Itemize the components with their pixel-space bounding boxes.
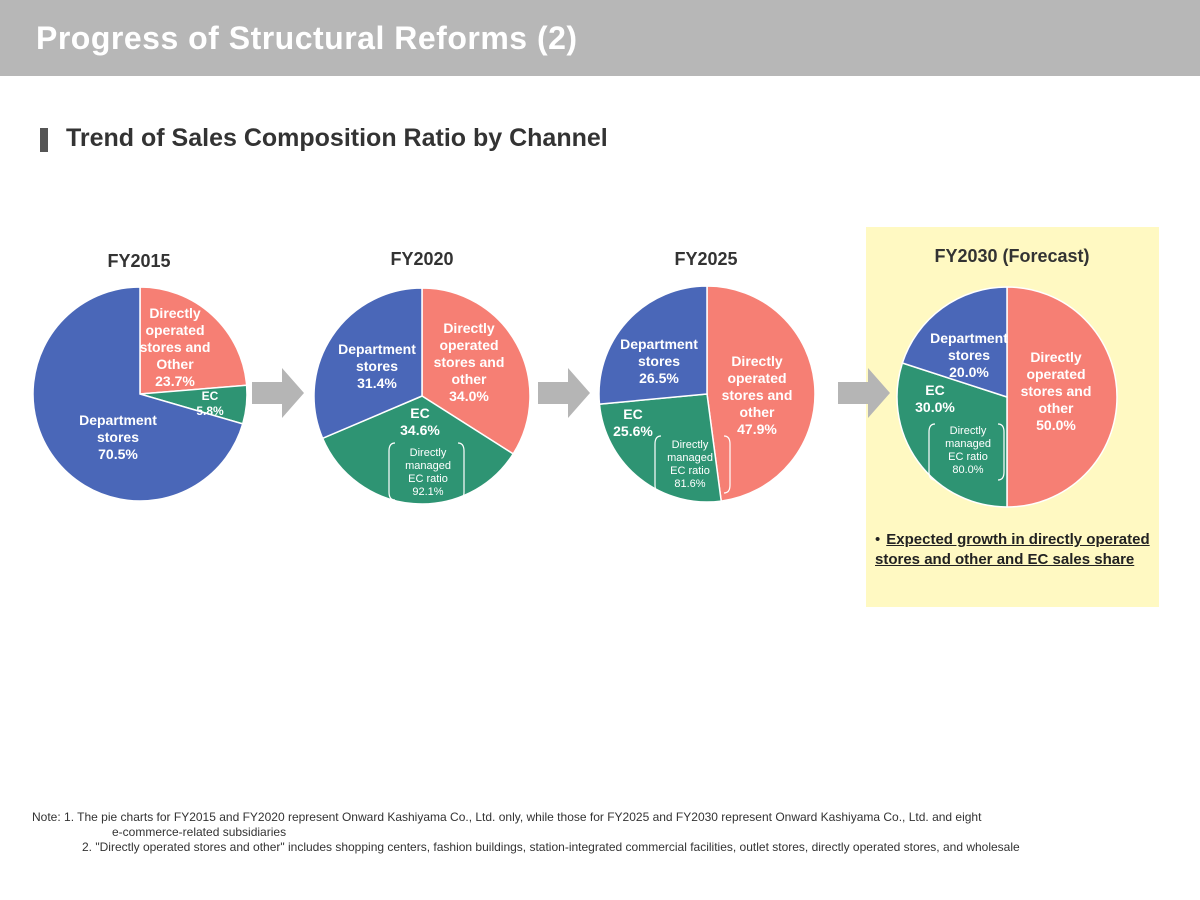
section-marker — [40, 128, 48, 152]
forecast-bullet-text: Expected growth in directly operated sto… — [875, 531, 1150, 568]
note-bracket-left-2 — [654, 435, 662, 494]
pie-title-fy2015: FY2015 — [107, 251, 171, 271]
footnotes: Note: 1. The pie charts for FY2015 and F… — [32, 810, 1182, 855]
note-1-prefix: Note: 1. — [32, 810, 75, 824]
pie-slice-ec-2 — [598, 393, 723, 503]
pie-slice-directly-2 — [706, 285, 816, 502]
pie-label-ec-3: EC 30.0% — [915, 382, 955, 415]
pie-slice-ec-1 — [321, 395, 515, 505]
note-bracket-right-3 — [997, 423, 1005, 481]
page-title: Progress of Structural Reforms (2) — [36, 20, 578, 56]
pie-slice-directly-3 — [1006, 286, 1118, 508]
pie-note-2: Directly managed EC ratio 81.6% — [667, 439, 713, 490]
pie-slice-directly-0 — [139, 286, 248, 395]
note-bracket-left-1 — [388, 442, 396, 501]
note-bracket-right-2 — [723, 435, 731, 494]
pie-title-fy2030: FY2030 (Forecast) — [934, 246, 1090, 266]
pie-slice-department-1 — [313, 287, 423, 440]
title-bar: Progress of Structural Reforms (2) — [0, 0, 1200, 76]
note-2: 2. "Directly operated stores and other" … — [32, 840, 1182, 855]
note-2-prefix: 2. — [82, 840, 93, 854]
pie-label-directly-1: Directly operated stores and other 34.0% — [434, 320, 505, 404]
note-bracket-left-3 — [928, 423, 936, 481]
pie-label-department-1: Department stores 31.4% — [338, 341, 416, 391]
pie-label-directly-2: Directly operated stores and other 47.9% — [722, 353, 793, 437]
pie-label-department-0: Department stores 70.5% — [79, 412, 157, 462]
note-bracket-right-1 — [457, 442, 465, 501]
pie-note-1: Directly managed EC ratio 92.1% — [405, 447, 451, 498]
pie-slice-department-2 — [598, 285, 708, 405]
arrow-0 — [252, 368, 304, 418]
pie-label-ec-1: EC 34.6% — [400, 405, 440, 438]
pie-label-department-2: Department stores 26.5% — [620, 336, 698, 386]
note-1-text: The pie charts for FY2015 and FY2020 rep… — [77, 810, 982, 824]
pie-slice-ec-3 — [896, 362, 1008, 508]
pie-label-ec-2: EC 25.6% — [613, 406, 653, 439]
bullet-dot: • — [875, 531, 881, 548]
forecast-bullet: • Expected growth in directly operated st… — [875, 530, 1155, 570]
pie-slice-department-3 — [901, 286, 1008, 399]
section-title: Trend of Sales Composition Ratio by Chan… — [66, 124, 608, 152]
note-2-text: "Directly operated stores and other" inc… — [95, 840, 1020, 854]
pie-label-ec-0: EC 5.8% — [196, 389, 224, 418]
note-1: Note: 1. The pie charts for FY2015 and F… — [32, 810, 1182, 825]
pie-title-fy2025: FY2025 — [674, 249, 738, 269]
arrow-2 — [838, 368, 890, 418]
note-1-continued: e-commerce-related subsidiaries — [112, 825, 287, 839]
pie-label-department-3: Department stores 20.0% — [930, 330, 1008, 380]
pie-label-directly-3: Directly operated stores and other 50.0% — [1021, 349, 1092, 433]
pie-label-directly-0: Directly operated stores and Other 23.7% — [140, 305, 211, 389]
arrow-1 — [538, 368, 590, 418]
pie-note-3: Directly managed EC ratio 80.0% — [945, 425, 991, 476]
pie-title-fy2020: FY2020 — [390, 249, 454, 269]
pie-slice-department-0 — [32, 286, 244, 502]
